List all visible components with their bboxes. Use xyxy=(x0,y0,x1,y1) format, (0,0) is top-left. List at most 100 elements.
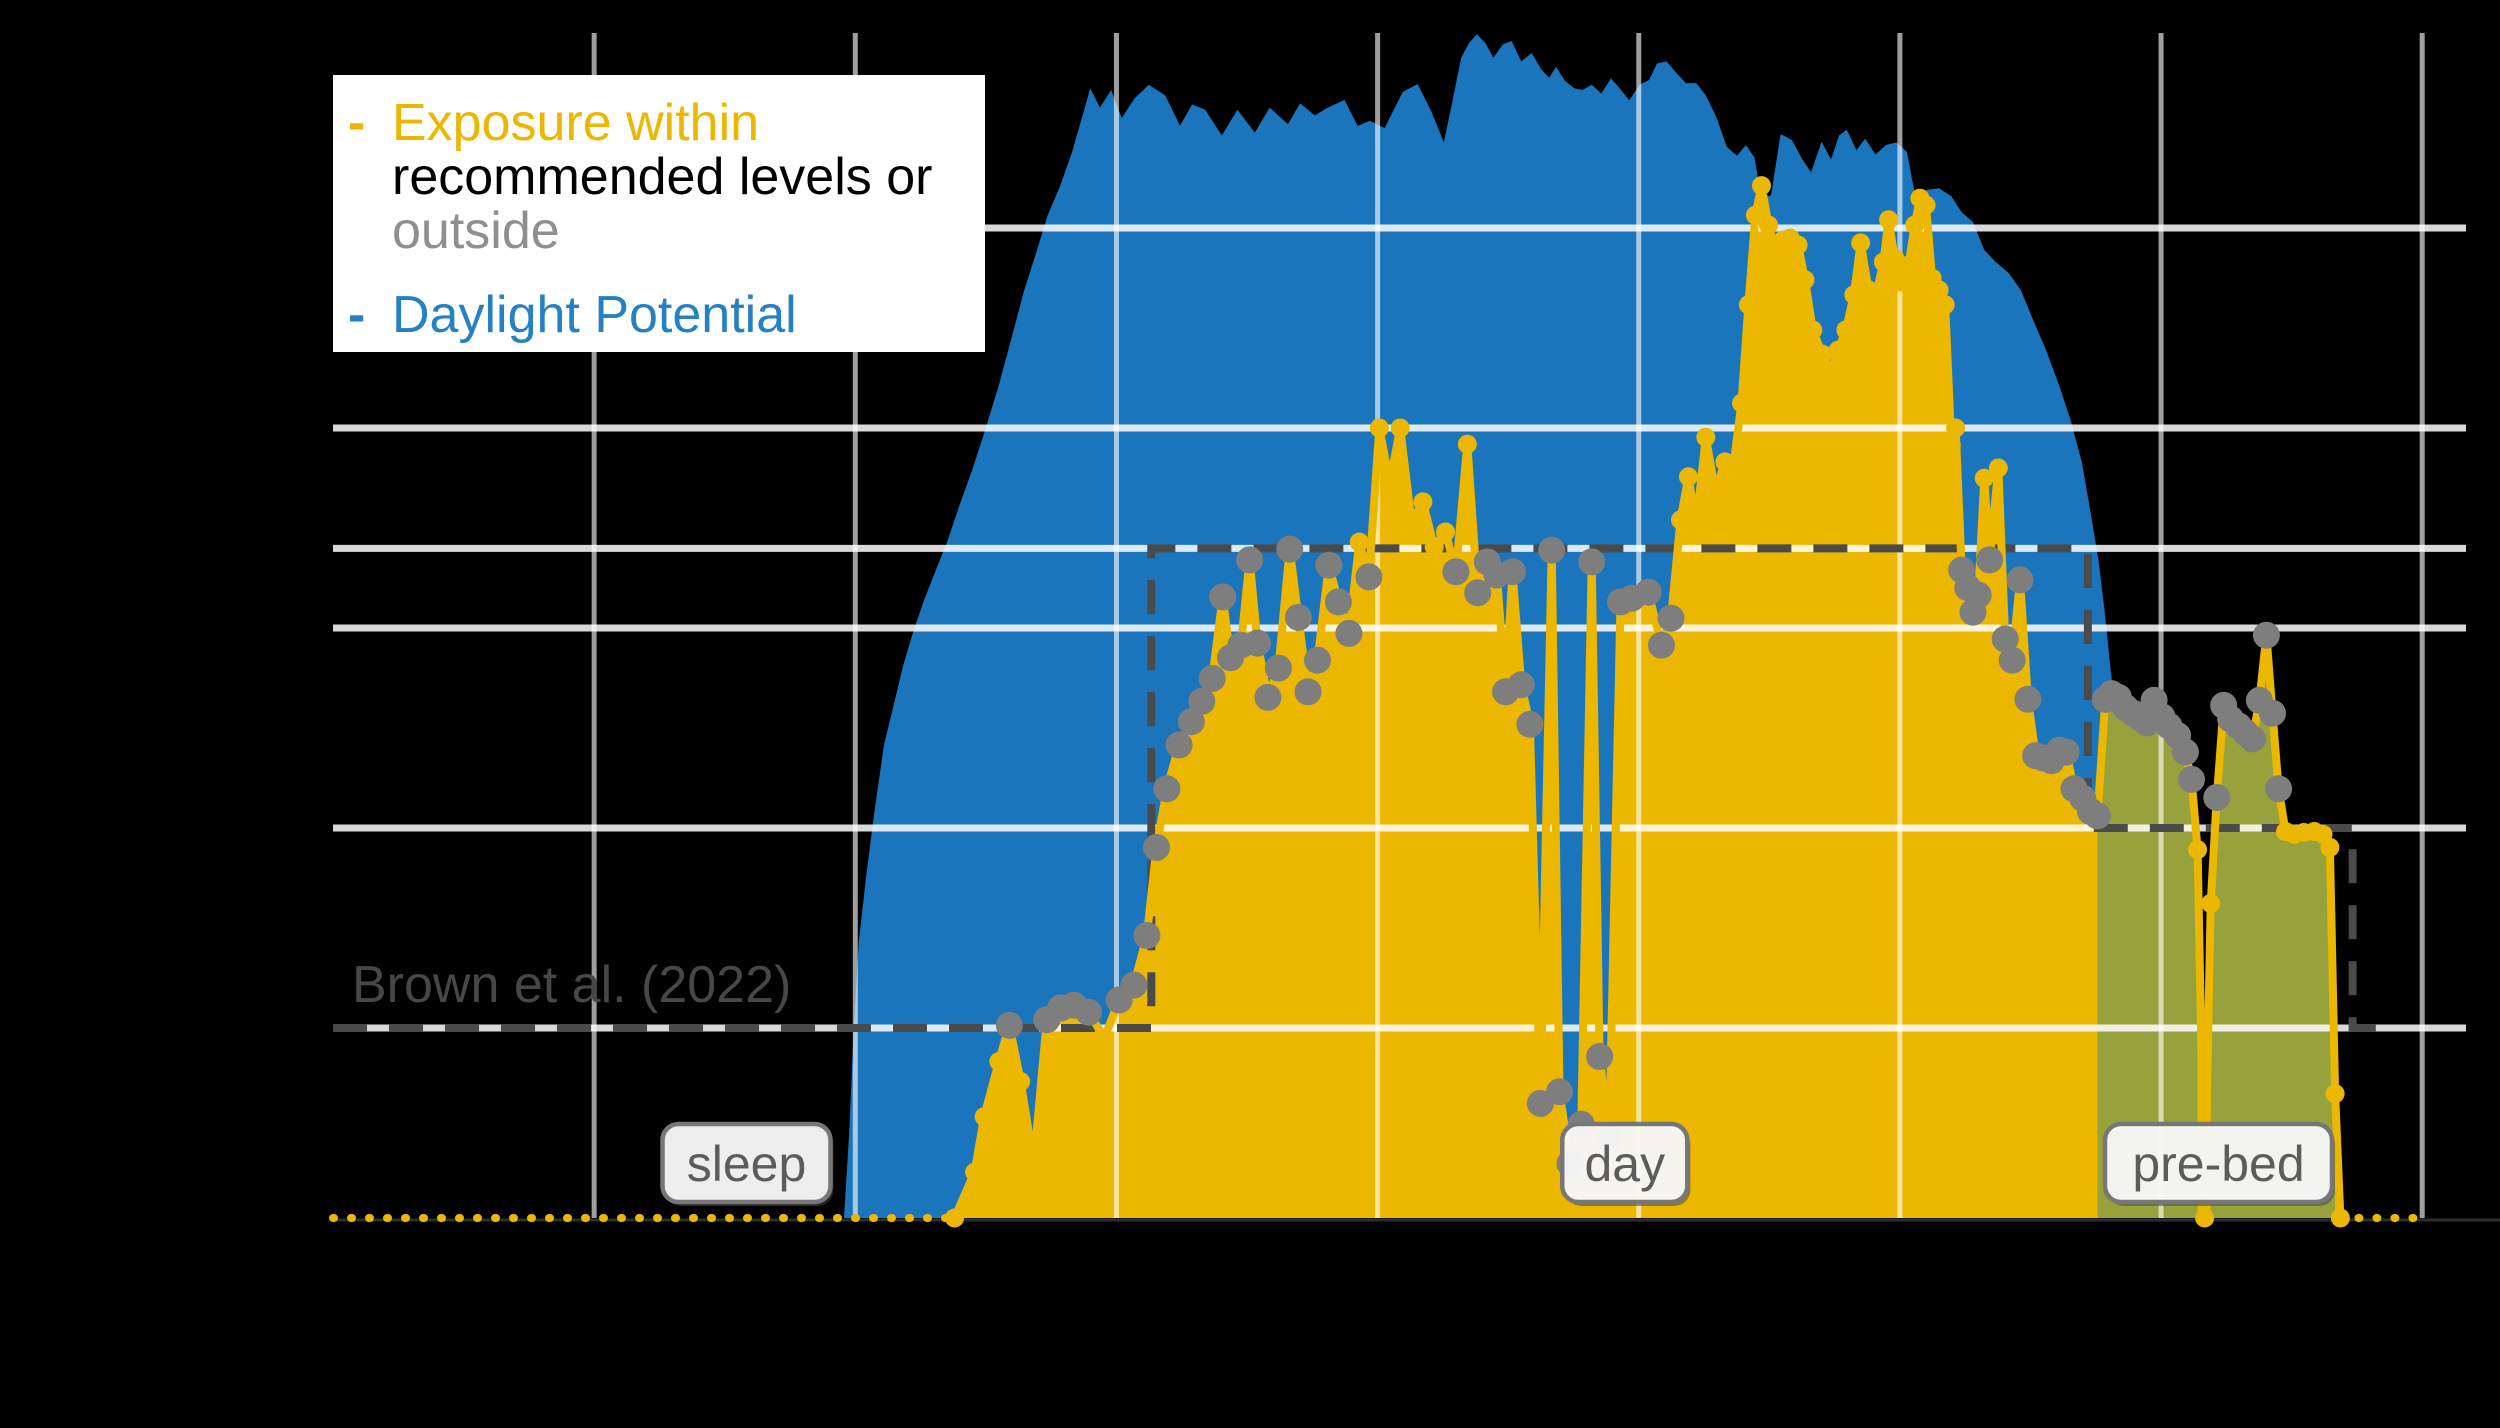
outside-exposure-marker xyxy=(1324,588,1352,616)
exposure-marker xyxy=(989,1052,1009,1071)
outside-exposure-marker xyxy=(1516,710,1544,738)
exposure-marker xyxy=(2325,1084,2345,1104)
legend-box xyxy=(333,75,985,352)
outside-exposure-marker xyxy=(1546,1078,1573,1106)
exposure-marker xyxy=(1803,320,1823,340)
exposure-marker xyxy=(1905,215,1925,235)
outside-exposure-marker xyxy=(1120,971,1148,999)
exposure-marker xyxy=(1745,205,1765,225)
exposure-marker xyxy=(1759,215,1778,235)
exposure-marker xyxy=(1935,295,1955,315)
period-label-pre-bed: pre-bed xyxy=(2102,1121,2335,1206)
outside-exposure-marker xyxy=(1634,578,1662,606)
period-label-text: day xyxy=(1584,1136,1665,1192)
period-label-box xyxy=(660,1121,833,1205)
legend-recommended-levels-label: recommended levels or xyxy=(392,148,932,206)
outside-exposure-marker xyxy=(1315,551,1343,579)
exposure-marker xyxy=(1696,427,1716,447)
outside-exposure-marker xyxy=(1209,583,1237,611)
exposure-marker xyxy=(1011,1072,1031,1091)
exposure-marker xyxy=(1844,285,1864,305)
exposure-marker xyxy=(2195,1208,2215,1228)
outside-exposure-marker xyxy=(1254,683,1282,711)
exposure-marker xyxy=(1380,473,1400,493)
exposure-marker xyxy=(1929,280,1949,300)
outside-exposure-marker xyxy=(1499,558,1526,586)
outside-exposure-marker xyxy=(1998,646,2026,674)
outside-exposure-marker xyxy=(1991,625,2019,653)
legend-exposure-dash-icon: - xyxy=(348,94,365,152)
exposure-marker xyxy=(1723,460,1743,480)
outside-exposure-marker xyxy=(1304,646,1331,674)
exposure-marker xyxy=(2330,1208,2350,1228)
exposure-marker xyxy=(1457,434,1477,454)
outside-exposure-marker xyxy=(2239,725,2266,753)
outside-exposure-marker xyxy=(1177,708,1205,736)
period-labels-group: sleep day pre-bed xyxy=(660,1121,2335,1206)
outside-exposure-marker xyxy=(1264,654,1292,682)
outside-exposure-marker xyxy=(1976,546,2004,574)
exposure-marker xyxy=(1788,235,1808,255)
exposure-marker xyxy=(1732,393,1751,413)
brown-annotation-label: Brown et al. (2022) xyxy=(352,956,791,1014)
exposure-marker xyxy=(1686,515,1706,535)
outside-exposure-marker xyxy=(2252,621,2280,649)
outside-exposure-marker xyxy=(1188,687,1216,715)
legend-exposure-within-label: Exposure within xyxy=(392,94,759,152)
exposure-marker xyxy=(1828,340,1848,360)
exposure-marker xyxy=(1094,1028,1114,1048)
exposure-marker xyxy=(1941,435,1961,455)
outside-exposure-marker xyxy=(1464,579,1492,607)
outside-exposure-marker xyxy=(1276,535,1304,563)
outside-exposure-marker xyxy=(1294,678,1322,706)
outside-exposure-marker xyxy=(1538,536,1566,564)
outside-exposure-marker xyxy=(2178,765,2205,793)
outside-exposure-marker xyxy=(1964,581,1992,609)
outside-exposure-marker xyxy=(1198,664,1226,692)
outside-exposure-marker xyxy=(1133,922,1161,949)
legend-daylight-potential-label: Daylight Potential xyxy=(392,286,797,344)
exposure-marker xyxy=(1892,272,1912,292)
outside-exposure-marker xyxy=(1507,671,1535,699)
outside-exposure-marker xyxy=(1355,563,1383,591)
exposure-marker xyxy=(1413,492,1433,512)
outside-exposure-marker xyxy=(1657,604,1685,632)
legend-outside-label: outside xyxy=(392,202,560,260)
exposure-marker xyxy=(2201,893,2221,913)
exposure-marker xyxy=(1988,458,2008,478)
outside-recommendation-overlay-2 xyxy=(2210,635,2336,1218)
exposure-marker xyxy=(2320,837,2340,857)
period-label-sleep: sleep xyxy=(660,1121,834,1206)
exposure-marker xyxy=(1812,344,1832,364)
exposure-marker xyxy=(1752,176,1771,196)
period-label-box xyxy=(2102,1121,2335,1205)
period-label-box xyxy=(1560,1121,1690,1205)
legend: - Exposure within recommended levels or … xyxy=(333,75,985,352)
outside-exposure-marker xyxy=(2084,802,2111,830)
exposure-marker xyxy=(1738,295,1758,315)
outside-exposure-marker xyxy=(2052,738,2080,766)
outside-exposure-marker xyxy=(1236,546,1264,574)
outside-exposure-marker xyxy=(1586,1043,1614,1070)
outside-exposure-marker xyxy=(2203,784,2231,811)
outside-exposure-marker xyxy=(1335,619,1363,647)
exposure-marker xyxy=(1402,512,1421,532)
exposure-area xyxy=(954,185,2341,1219)
outside-exposure-marker xyxy=(1647,631,1675,659)
outside-exposure-marker xyxy=(1442,558,1470,586)
exposure-marker xyxy=(945,1208,964,1228)
outside-exposure-marker xyxy=(1075,998,1103,1026)
exposure-marker xyxy=(1879,210,1899,230)
exposure-marker xyxy=(1836,320,1856,340)
outside-exposure-marker xyxy=(2006,566,2034,594)
exposure-marker xyxy=(1349,532,1369,552)
outside-exposure-marker xyxy=(1165,731,1193,759)
outside-exposure-marker xyxy=(1143,833,1170,861)
outside-exposure-marker xyxy=(2265,775,2293,803)
outside-exposure-marker xyxy=(1578,548,1606,576)
exposure-marker xyxy=(1899,255,1919,275)
exposure-marker xyxy=(1024,1154,1044,1174)
outside-exposure-marker xyxy=(1284,603,1312,631)
outside-exposure-marker xyxy=(2259,699,2286,727)
exposure-marker xyxy=(1916,195,1936,215)
